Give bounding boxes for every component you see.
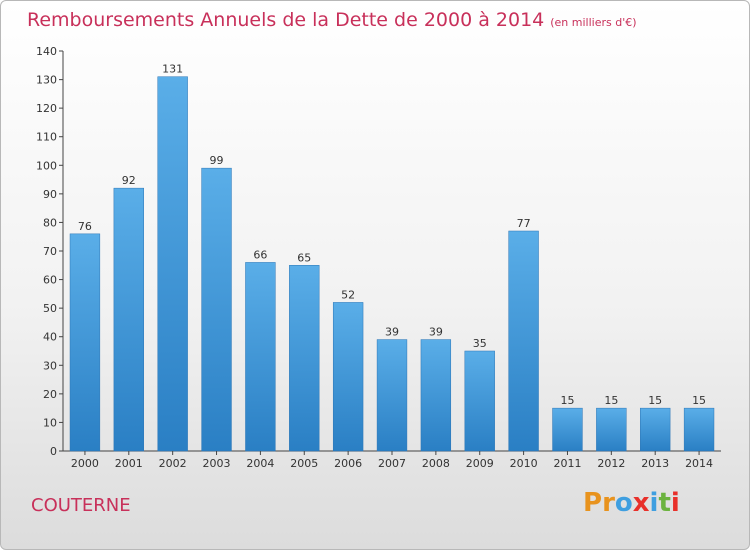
bar-value-label: 52 <box>341 288 355 301</box>
y-tick-label: 20 <box>43 388 57 401</box>
bar-value-label: 92 <box>122 174 136 187</box>
y-tick-label: 120 <box>36 102 57 115</box>
y-tick-label: 100 <box>36 159 57 172</box>
bar <box>683 407 715 452</box>
logo-letter: r <box>602 488 615 518</box>
bar <box>508 230 539 452</box>
y-tick-label: 70 <box>43 245 57 258</box>
bar-value-label: 15 <box>692 394 706 407</box>
bar-value-label: 39 <box>429 326 443 339</box>
y-tick-label: 0 <box>50 445 57 458</box>
bar <box>640 407 671 452</box>
logo-letter: i <box>649 488 659 518</box>
bar <box>420 339 452 452</box>
bar-value-label: 39 <box>385 326 399 339</box>
y-tick-label: 50 <box>43 302 57 315</box>
bar-value-label: 77 <box>517 217 531 230</box>
logo-letter: o <box>614 488 633 518</box>
bar <box>464 350 495 452</box>
y-tick-label: 10 <box>43 416 57 429</box>
bar-value-label: 15 <box>648 394 662 407</box>
bar <box>113 187 144 452</box>
bar <box>69 233 101 452</box>
chart-title: Remboursements Annuels de la Dette de 20… <box>27 9 637 31</box>
x-tick-label: 2005 <box>290 457 318 470</box>
bar-value-label: 15 <box>560 394 574 407</box>
y-tick-label: 60 <box>43 274 57 287</box>
bar-value-label: 15 <box>604 394 618 407</box>
bar <box>596 407 627 452</box>
bar <box>376 339 408 452</box>
bar <box>201 167 232 452</box>
bar-value-label: 35 <box>473 337 487 350</box>
bar <box>245 262 276 452</box>
x-tick-label: 2002 <box>159 457 187 470</box>
y-tick-label: 130 <box>36 74 57 87</box>
x-tick-label: 2007 <box>378 457 406 470</box>
x-tick-label: 2006 <box>334 457 362 470</box>
x-tick-label: 2010 <box>510 457 538 470</box>
bar <box>332 302 364 452</box>
x-tick-label: 2003 <box>203 457 231 470</box>
title-text: Remboursements Annuels de la Dette de 20… <box>27 9 545 31</box>
x-tick-label: 2008 <box>422 457 450 470</box>
logo-letter: i <box>670 488 680 518</box>
y-tick-label: 80 <box>43 216 57 229</box>
bar <box>157 76 188 452</box>
y-tick-label: 110 <box>36 131 57 144</box>
bar-value-label: 76 <box>78 220 92 233</box>
y-tick-label: 40 <box>43 331 57 344</box>
x-tick-label: 2009 <box>466 457 494 470</box>
x-tick-label: 2012 <box>597 457 625 470</box>
logo-letter: t <box>658 488 671 518</box>
x-tick-label: 2001 <box>115 457 143 470</box>
bar <box>289 265 320 452</box>
x-tick-label: 2013 <box>641 457 669 470</box>
bar-value-label: 131 <box>162 63 183 76</box>
y-tick-label: 90 <box>43 188 57 201</box>
bar-value-label: 99 <box>210 154 224 167</box>
bar-value-label: 65 <box>297 251 311 264</box>
logo-letter: x <box>632 488 650 518</box>
title-unit: (en milliers d'€) <box>550 16 637 29</box>
x-tick-label: 2004 <box>246 457 274 470</box>
x-tick-label: 2014 <box>685 457 713 470</box>
x-tick-label: 2000 <box>71 457 99 470</box>
logo-letter: P <box>583 488 603 518</box>
commune-name: COUTERNE <box>31 495 131 516</box>
bar <box>552 407 583 452</box>
y-tick-label: 140 <box>36 45 57 58</box>
bar-value-label: 66 <box>253 248 267 261</box>
x-tick-label: 2011 <box>553 457 581 470</box>
y-tick-label: 30 <box>43 359 57 372</box>
proxiti-logo: Proxiti <box>583 488 680 518</box>
